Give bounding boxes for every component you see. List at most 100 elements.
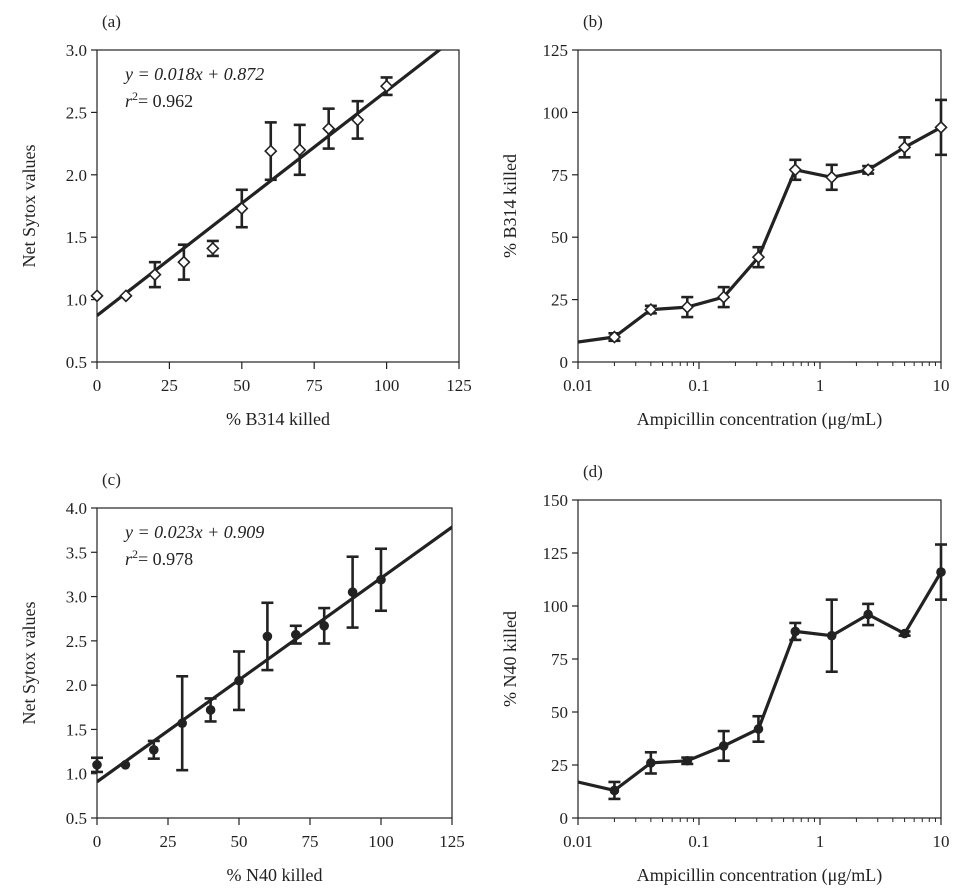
y-tick-label: 75: [551, 650, 568, 669]
data-point: [680, 300, 694, 314]
data-point: [347, 587, 358, 597]
data-point: [863, 609, 873, 620]
y-tick-label: 1.5: [66, 720, 87, 739]
y-tick-label: 0.5: [66, 809, 87, 828]
data-point: [825, 170, 839, 184]
x-tick-label: 0.1: [688, 832, 709, 851]
x-tick-label: 125: [446, 376, 472, 395]
plot-frame: [577, 499, 942, 819]
series-line: [578, 571, 941, 793]
y-tick-label: 150: [543, 491, 569, 510]
data-point: [899, 628, 910, 639]
data-point: [149, 745, 159, 755]
y-tick-label: 3.0: [66, 41, 87, 60]
y-tick-label: 0: [560, 353, 569, 372]
y-tick-label: 100: [543, 103, 569, 122]
y-axis-title: % B314 killed: [500, 154, 520, 258]
x-tick-label: 125: [439, 832, 465, 851]
data-point: [120, 760, 131, 770]
y-tick-label: 2.5: [66, 103, 87, 122]
x-tick-label: 10: [933, 376, 950, 395]
data-point: [262, 631, 273, 642]
x-tick-label: 0.01: [563, 376, 593, 395]
x-tick-label: 0.1: [688, 376, 709, 395]
x-tick-label: 50: [233, 376, 250, 395]
x-tick-label: 0: [93, 376, 102, 395]
x-tick-label: 1: [816, 376, 825, 395]
data-point: [717, 290, 731, 304]
y-tick-label: 75: [551, 166, 568, 185]
data-point: [148, 268, 162, 282]
data-point: [90, 289, 104, 303]
x-tick-label: 0.01: [563, 832, 593, 851]
data-point: [291, 629, 301, 640]
y-tick-label: 3.0: [66, 588, 87, 607]
data-point: [322, 121, 336, 136]
data-point: [751, 250, 766, 264]
y-tick-label: 50: [551, 703, 568, 722]
x-tick-label: 0: [93, 832, 102, 851]
data-point: [319, 621, 330, 631]
data-point: [177, 718, 187, 729]
y-tick-label: 1.5: [66, 228, 87, 247]
y-axis-title: Net Sytox values: [19, 145, 39, 268]
data-point: [682, 755, 693, 766]
data-point: [936, 567, 946, 577]
y-axis-title: Net Sytox values: [19, 602, 39, 725]
data-point: [234, 675, 244, 686]
y-tick-label: 0: [560, 809, 569, 828]
data-point: [861, 163, 875, 177]
data-point: [206, 241, 220, 256]
y-tick-label: 125: [543, 41, 569, 60]
y-tick-label: 1.0: [66, 291, 87, 310]
y-tick-label: 100: [543, 597, 569, 616]
data-point: [609, 785, 620, 796]
x-axis-title: Ampicillin concentration (μg/mL): [637, 409, 883, 430]
panel-b: 0 25 50 75 100 125 0.01 0.1 1 10 Ampicillin concen…: [500, 12, 950, 430]
plot-frame: [577, 49, 942, 363]
y-tick-label: 3.5: [66, 543, 87, 562]
regression-equation: y = 0.023x + 0.909: [123, 522, 264, 542]
y-tick-label: 4.0: [66, 499, 87, 518]
data-point: [826, 630, 837, 641]
r-squared: r2= 0.978: [125, 547, 193, 569]
y-tick-label: 2.0: [66, 166, 87, 185]
x-axis-title: Ampicillin concentration (μg/mL): [637, 865, 883, 886]
panel-label: (c): [102, 470, 121, 489]
x-tick-label: 100: [368, 832, 394, 851]
data-point: [205, 705, 216, 715]
panel-d: 0 25 50 75 100 125 150 0.01 0.1 1 10 Ampicillin con…: [500, 462, 950, 886]
data-point: [607, 330, 622, 344]
x-axis-title: % B314 killed: [226, 409, 330, 429]
panel-label: (a): [102, 12, 121, 31]
panel-a: 0.5 1.0 1.5 2.0 2.5 3.0 0 25 50 75 100 125 % B314 ki…: [19, 12, 472, 429]
data-point: [644, 302, 658, 317]
panel-c: 0.5 1.0 1.5 2.0 2.5 3.0 3.5 4.0 0 25 50 75 100 125 % N…: [19, 470, 465, 885]
y-axis-title: % N40 killed: [500, 611, 520, 707]
data-point: [119, 289, 133, 303]
data-point: [718, 741, 729, 751]
data-point: [790, 626, 801, 637]
y-tick-label: 2.5: [66, 632, 87, 651]
x-tick-label: 10: [933, 832, 950, 851]
data-point: [376, 574, 386, 585]
data-point: [177, 255, 191, 269]
x-tick-label: 100: [374, 376, 400, 395]
data-point: [351, 113, 365, 127]
panel-label: (d): [583, 462, 603, 481]
series-line: [578, 125, 941, 344]
data-point: [379, 79, 394, 93]
y-tick-label: 2.0: [66, 676, 87, 695]
plot-frame: [96, 49, 460, 363]
y-tick-label: 50: [551, 228, 568, 247]
data-point: [264, 144, 278, 158]
regression-line: [97, 525, 452, 784]
data-point: [293, 143, 307, 157]
panel-label: (b): [583, 12, 603, 31]
data-point: [646, 758, 656, 768]
y-tick-label: 25: [551, 291, 568, 310]
r-squared: r2= 0.962: [125, 89, 193, 111]
y-tick-label: 125: [543, 544, 569, 563]
plot-frame: [96, 507, 453, 819]
